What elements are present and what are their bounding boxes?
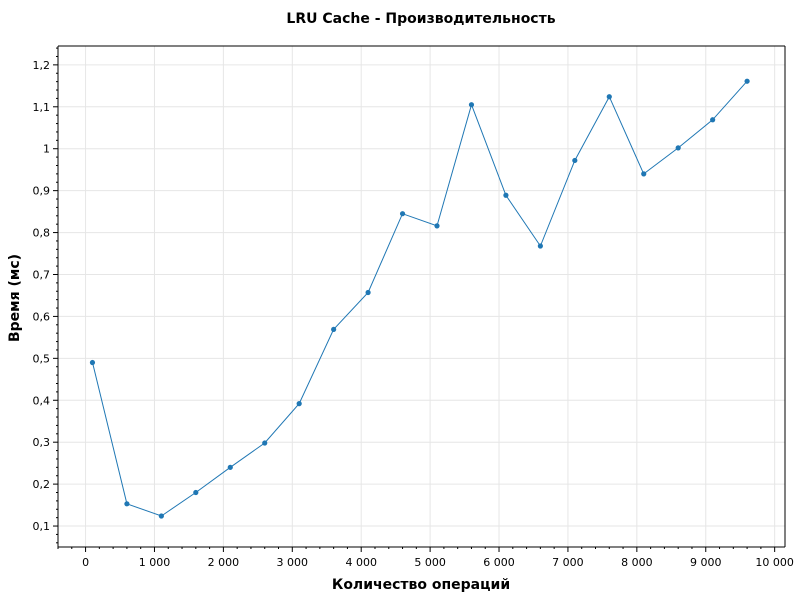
y-tick-label: 1,1: [33, 101, 51, 114]
data-point: [89, 359, 96, 366]
data-point: [331, 326, 337, 333]
data-point: [468, 102, 475, 108]
y-tick-label: 0,6: [33, 310, 51, 323]
y-axis-label: Время (мс): [7, 254, 23, 342]
ticks: 0 1 000 2 000 3 000 4 000 5 000 6 000 7 000 8 00…: [33, 47, 794, 569]
y-tick-label: 0,1: [33, 520, 51, 533]
x-tick-label: 3 000: [277, 556, 309, 569]
data-point: [227, 464, 233, 470]
data-point: [365, 289, 371, 296]
x-tick-label: 9 000: [690, 556, 722, 569]
y-tick-label: 1,2: [33, 59, 51, 72]
x-tick-label: 0: [82, 556, 89, 569]
chart-title: LRU Cache - Производительность: [286, 11, 555, 27]
x-tick-label: 6 000: [483, 556, 515, 569]
series: [89, 78, 750, 519]
data-point: [262, 440, 268, 446]
data-point: [158, 513, 164, 519]
data-point: [572, 157, 578, 164]
y-tick-label: 1: [43, 143, 50, 156]
data-point: [710, 117, 716, 123]
y-tick-label: 0,4: [33, 394, 51, 407]
data-point: [606, 94, 612, 100]
data-point: [296, 401, 302, 407]
y-tick-label: 0,5: [33, 352, 51, 365]
data-point: [641, 171, 647, 177]
y-tick-label: 0,9: [33, 185, 51, 198]
data-point: [124, 501, 130, 507]
data-point: [503, 192, 509, 198]
x-tick-label: 5 000: [414, 556, 446, 569]
data-point: [537, 243, 543, 249]
x-tick-label: 4 000: [345, 556, 377, 569]
y-tick-label: 0,3: [33, 436, 51, 449]
x-axis-label: Количество операций: [332, 577, 510, 593]
data-point: [744, 78, 750, 84]
data-point: [193, 489, 199, 496]
axes: [57, 45, 786, 548]
data-point: [434, 223, 440, 229]
y-tick-label: 0,2: [33, 478, 51, 491]
series-line: [92, 80, 748, 517]
x-tick-label: 2 000: [208, 556, 240, 569]
x-tick-label: 8 000: [621, 556, 653, 569]
y-tick-label: 0,7: [33, 268, 51, 281]
data-point: [399, 211, 406, 217]
x-tick-label: 10 000: [755, 556, 794, 569]
grid: [58, 46, 785, 547]
data-point: [675, 145, 681, 151]
x-tick-label: 1 000: [139, 556, 171, 569]
y-tick-label: 0,8: [33, 227, 51, 240]
x-tick-label: 7 000: [552, 556, 584, 569]
